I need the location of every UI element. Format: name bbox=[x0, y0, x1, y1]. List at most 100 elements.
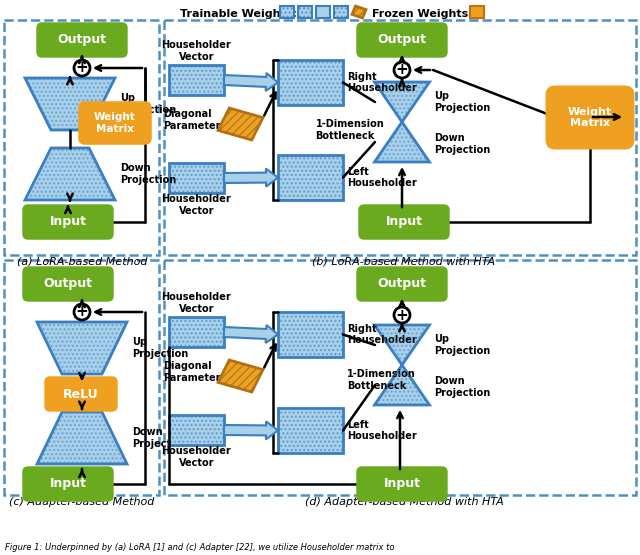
Bar bbox=[278, 408, 343, 453]
Text: Up
Projection: Up Projection bbox=[434, 91, 490, 113]
Text: Right
Householder: Right Householder bbox=[347, 324, 417, 345]
Text: Weight
Matrix: Weight Matrix bbox=[94, 112, 136, 134]
Bar bbox=[169, 317, 224, 347]
Text: Input: Input bbox=[383, 477, 420, 491]
Text: +: + bbox=[396, 307, 408, 322]
Polygon shape bbox=[224, 421, 278, 440]
Polygon shape bbox=[374, 365, 429, 405]
Text: Right
Householder: Right Householder bbox=[347, 72, 417, 93]
Bar bbox=[280, 6, 294, 18]
Text: Input: Input bbox=[49, 477, 86, 491]
Text: (a) LoRA-based Method: (a) LoRA-based Method bbox=[17, 257, 147, 267]
Text: Output: Output bbox=[378, 33, 426, 47]
FancyBboxPatch shape bbox=[24, 468, 113, 500]
Polygon shape bbox=[218, 360, 263, 392]
FancyBboxPatch shape bbox=[360, 206, 448, 238]
Bar bbox=[334, 6, 348, 18]
Text: Input: Input bbox=[49, 215, 86, 229]
Polygon shape bbox=[37, 322, 127, 374]
Text: Left
Householder: Left Householder bbox=[347, 420, 417, 441]
FancyBboxPatch shape bbox=[358, 24, 446, 56]
Text: 1-Dimension
Bottleneck: 1-Dimension Bottleneck bbox=[316, 119, 384, 141]
Text: Down
Projection: Down Projection bbox=[120, 163, 176, 185]
Bar bbox=[278, 312, 343, 357]
FancyBboxPatch shape bbox=[79, 103, 150, 143]
FancyBboxPatch shape bbox=[24, 206, 113, 238]
FancyBboxPatch shape bbox=[45, 378, 116, 410]
Bar bbox=[298, 6, 312, 18]
Text: Householder
Vector: Householder Vector bbox=[162, 40, 232, 62]
Bar bbox=[169, 65, 224, 95]
Text: Figure 1: Underpinned by (a) LoRA [1] and (c) Adapter [22], we utilize Household: Figure 1: Underpinned by (a) LoRA [1] an… bbox=[5, 543, 394, 552]
Bar bbox=[298, 6, 312, 18]
Bar bbox=[169, 317, 224, 347]
Polygon shape bbox=[224, 325, 278, 343]
Text: (d) Adapter-based Method with HTA: (d) Adapter-based Method with HTA bbox=[305, 497, 504, 507]
Bar bbox=[169, 415, 224, 445]
Bar bbox=[278, 60, 343, 105]
Bar bbox=[169, 65, 224, 95]
Text: Down
Projection: Down Projection bbox=[132, 427, 188, 449]
Circle shape bbox=[74, 60, 90, 76]
Bar bbox=[278, 312, 343, 357]
Polygon shape bbox=[224, 73, 278, 91]
Text: Left
Householder: Left Householder bbox=[347, 166, 417, 188]
Text: Down
Projection: Down Projection bbox=[434, 133, 490, 155]
Bar bbox=[169, 163, 224, 193]
Text: Trainable Weights:: Trainable Weights: bbox=[180, 9, 297, 19]
Text: Householder
Vector: Householder Vector bbox=[162, 194, 232, 216]
FancyBboxPatch shape bbox=[358, 268, 446, 300]
Bar bbox=[4, 20, 159, 255]
Text: (c) Adapter-based Method: (c) Adapter-based Method bbox=[10, 497, 155, 507]
Text: Householder
Vector: Householder Vector bbox=[162, 446, 232, 468]
Bar bbox=[316, 6, 330, 18]
Circle shape bbox=[394, 62, 410, 78]
Text: ReLU: ReLU bbox=[63, 387, 99, 401]
Bar bbox=[169, 163, 224, 193]
Text: 1-Dimension
Bottleneck: 1-Dimension Bottleneck bbox=[347, 369, 416, 391]
Polygon shape bbox=[374, 122, 429, 162]
Bar bbox=[164, 260, 636, 495]
Polygon shape bbox=[224, 169, 278, 186]
Polygon shape bbox=[218, 108, 263, 140]
Bar bbox=[280, 6, 294, 18]
Bar bbox=[334, 6, 348, 18]
Text: +: + bbox=[76, 60, 88, 75]
Bar bbox=[169, 415, 224, 445]
Text: Diagonal
Parameters: Diagonal Parameters bbox=[163, 109, 227, 131]
Bar bbox=[470, 6, 484, 18]
Circle shape bbox=[74, 304, 90, 320]
Text: Frozen Weights:: Frozen Weights: bbox=[372, 9, 473, 19]
Text: Householder
Vector: Householder Vector bbox=[162, 292, 232, 314]
Text: Output: Output bbox=[44, 278, 93, 290]
FancyBboxPatch shape bbox=[38, 24, 126, 56]
Polygon shape bbox=[374, 325, 429, 365]
Text: Input: Input bbox=[385, 215, 422, 229]
Text: Diagonal
Parameters: Diagonal Parameters bbox=[163, 361, 227, 383]
Bar bbox=[278, 155, 343, 200]
FancyBboxPatch shape bbox=[24, 268, 113, 300]
Polygon shape bbox=[25, 78, 115, 130]
Bar bbox=[278, 408, 343, 453]
Text: Up
Projection: Up Projection bbox=[434, 334, 490, 356]
Text: Output: Output bbox=[378, 278, 426, 290]
Text: (b) LoRA-based Method with HTA: (b) LoRA-based Method with HTA bbox=[312, 257, 495, 267]
Polygon shape bbox=[352, 6, 366, 18]
Text: Weight
Matrix: Weight Matrix bbox=[568, 107, 612, 128]
Bar bbox=[164, 20, 636, 255]
Text: Down
Projection: Down Projection bbox=[434, 376, 490, 398]
Text: +: + bbox=[396, 63, 408, 78]
Circle shape bbox=[394, 307, 410, 323]
Polygon shape bbox=[37, 412, 127, 464]
Polygon shape bbox=[374, 82, 429, 122]
Bar bbox=[4, 260, 159, 495]
FancyBboxPatch shape bbox=[547, 87, 633, 148]
Text: Up
Projection: Up Projection bbox=[120, 93, 176, 115]
Text: +: + bbox=[76, 305, 88, 320]
Polygon shape bbox=[25, 148, 115, 200]
Bar bbox=[278, 60, 343, 105]
FancyBboxPatch shape bbox=[358, 468, 446, 500]
Bar bbox=[278, 155, 343, 200]
Text: Up
Projection: Up Projection bbox=[132, 337, 188, 359]
Text: Output: Output bbox=[58, 33, 106, 47]
